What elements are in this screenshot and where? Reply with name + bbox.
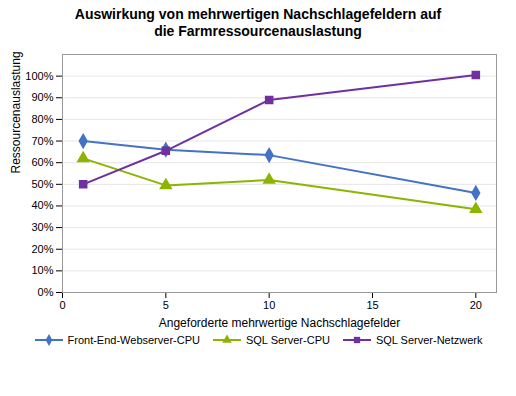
html-text:Front-End-Webserver-CPU: Front-End-Webserver-CPU	[67, 333, 200, 346]
svg-text:0%: 0%	[38, 286, 54, 298]
html-text:SQL Server-CPU: SQL Server-CPU	[246, 333, 330, 346]
svg-text:60%: 60%	[31, 156, 53, 168]
svg-text:40%: 40%	[31, 199, 53, 211]
svg-text:20: 20	[470, 299, 482, 311]
svg-text:Ressourcenauslastung: Ressourcenauslastung	[9, 51, 23, 173]
svg-text:90%: 90%	[31, 91, 53, 103]
svg-text:0: 0	[59, 299, 65, 311]
svg-text:10: 10	[263, 299, 275, 311]
svg-text:20%: 20%	[31, 242, 53, 254]
html-text:SQL Server-Netzwerk: SQL Server-Netzwerk	[375, 333, 483, 346]
svg-text:15: 15	[366, 299, 378, 311]
svg-text:100%: 100%	[25, 69, 53, 81]
svg-text:70%: 70%	[31, 134, 53, 146]
svg-text:5: 5	[163, 299, 169, 311]
svg-text:50%: 50%	[31, 177, 53, 189]
svg-text:80%: 80%	[31, 113, 53, 125]
svg-text:Angeforderte mehrwertige Nachs: Angeforderte mehrwertige Nachschlagefeld…	[159, 315, 400, 329]
html-text:Auswirkung von mehrwertigen Na: Auswirkung von mehrwertigen Nachschlagef…	[74, 6, 442, 39]
svg-text:10%: 10%	[31, 264, 53, 276]
svg-text:30%: 30%	[31, 221, 53, 233]
